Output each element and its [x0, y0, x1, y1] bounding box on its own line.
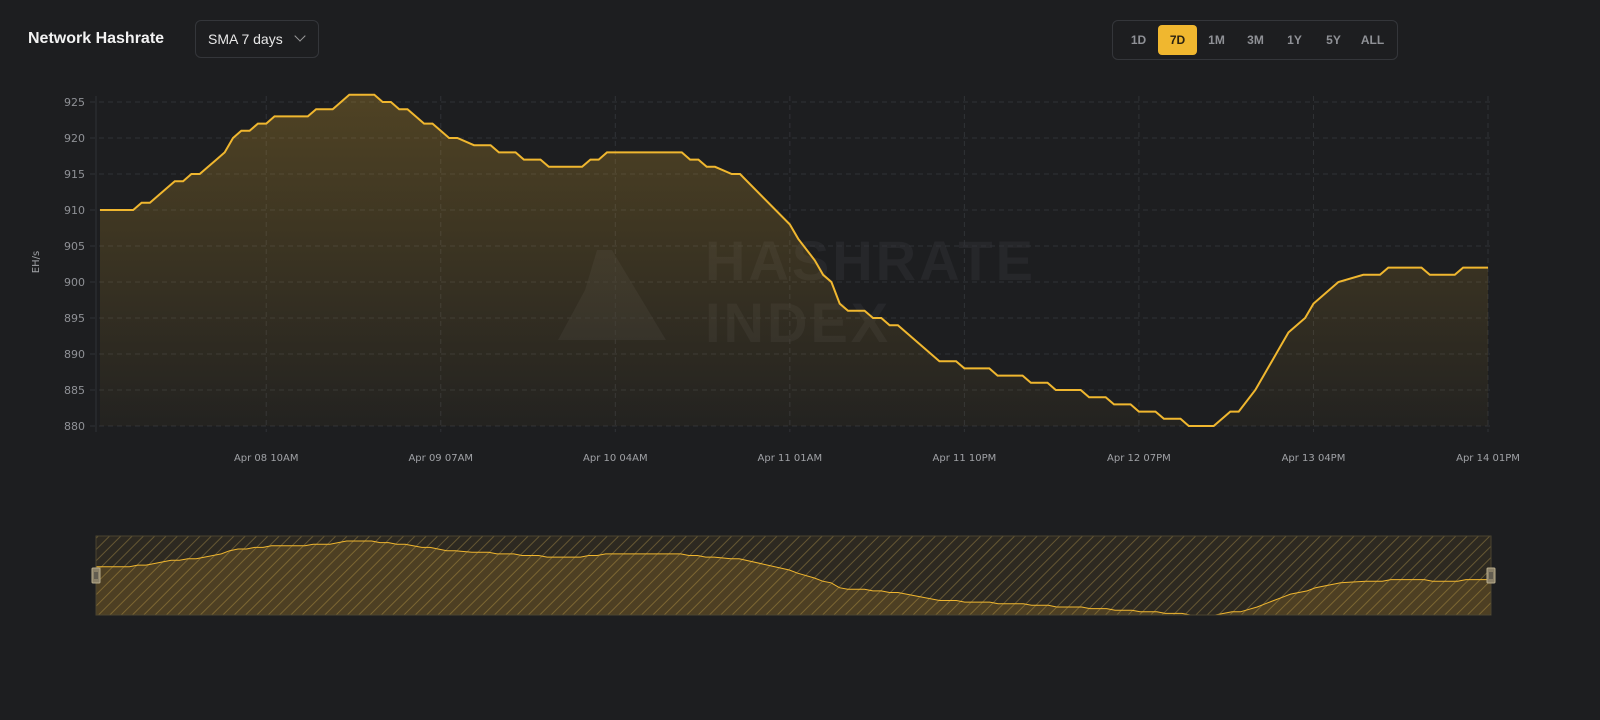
navigator-selection[interactable]: [95, 535, 1492, 616]
range-5y-button[interactable]: 5Y: [1326, 33, 1341, 47]
range-7d-button[interactable]: 7D: [1158, 25, 1197, 55]
hashrate-line: [100, 93, 1488, 427]
navigator-right-handle[interactable]: [1486, 567, 1496, 584]
x-tick-label: Apr 11 10PM: [933, 453, 997, 464]
y-tick-label: 900: [64, 276, 85, 289]
x-tick-label: Apr 08 10AM: [234, 453, 299, 464]
y-tick-label: 920: [64, 132, 85, 145]
x-tick-label: Apr 13 04PM: [1282, 453, 1346, 464]
y-tick-label: 895: [64, 312, 85, 325]
navigator[interactable]: [91, 535, 1496, 616]
hashrate-area: [100, 94, 1488, 427]
navigator-background: [96, 536, 1491, 615]
smoothing-select-value: SMA 7 days: [208, 31, 283, 47]
range-all-button[interactable]: ALL: [1360, 33, 1385, 47]
y-tick-label: 880: [64, 420, 85, 433]
x-tick-label: Apr 10 04AM: [583, 453, 648, 464]
y-tick-label: 885: [64, 384, 85, 397]
navigator-line: [96, 540, 1491, 616]
range-1d-button[interactable]: 1D: [1130, 33, 1147, 47]
chart-title: Network Hashrate: [28, 30, 165, 47]
x-tick-label: Apr 14 01PM: [1456, 453, 1520, 464]
range-3m-button[interactable]: 3M: [1247, 33, 1264, 47]
navigator-area: [96, 541, 1491, 615]
smoothing-select[interactable]: SMA 7 days: [195, 20, 319, 58]
range-selector: 1D 7D 1M 3M 1Y 5Y ALL: [1112, 20, 1398, 60]
range-1y-button[interactable]: 1Y: [1287, 33, 1302, 47]
y-tick-label: 925: [64, 96, 85, 109]
x-tick-label: Apr 12 07PM: [1107, 453, 1171, 464]
y-tick-label: 905: [64, 240, 85, 253]
y-axis-label: EH/s: [31, 251, 42, 273]
x-tick-label: Apr 09 07AM: [408, 453, 473, 464]
navigator-left-handle[interactable]: [91, 567, 101, 584]
y-tick-label: 890: [64, 348, 85, 361]
range-1m-button[interactable]: 1M: [1208, 33, 1225, 47]
y-tick-label: 910: [64, 204, 85, 217]
y-tick-label: 915: [64, 168, 85, 181]
x-tick-label: Apr 11 01AM: [758, 453, 823, 464]
